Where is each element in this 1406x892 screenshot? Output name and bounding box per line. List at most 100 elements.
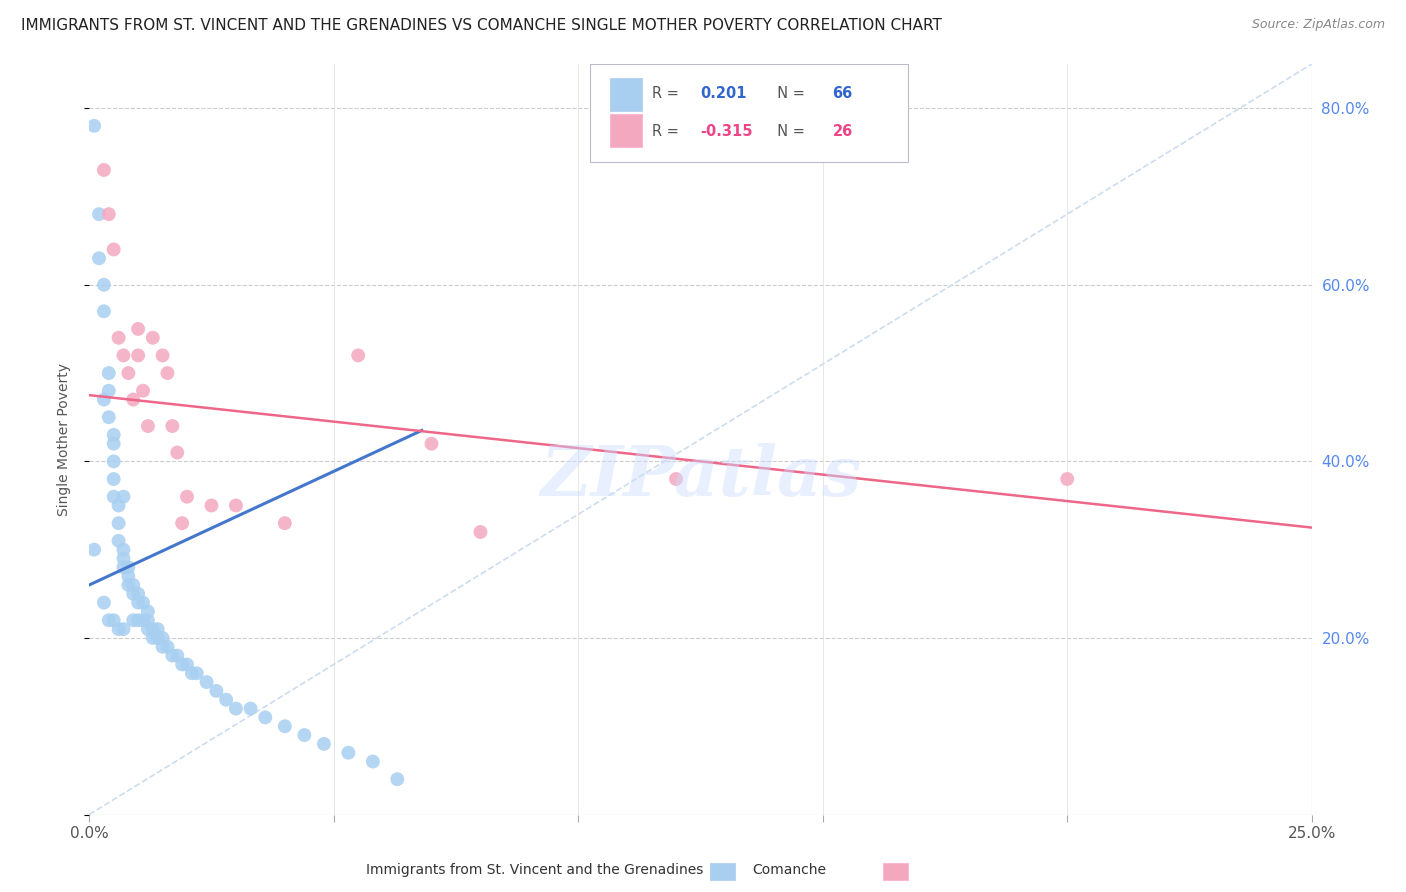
Point [1056,472,1078,486]
Text: Comanche: Comanche [752,863,827,877]
Point [172,657,194,672]
Point [93,277,115,292]
Point [274,516,297,531]
Point [146,631,169,645]
Point [107,331,129,345]
Point [103,428,125,442]
Text: IMMIGRANTS FROM ST. VINCENT AND THE GRENADINES VS COMANCHE SINGLE MOTHER POVERTY: IMMIGRANTS FROM ST. VINCENT AND THE GREN… [21,18,942,33]
Point [112,622,135,636]
FancyBboxPatch shape [610,78,641,111]
Point [117,569,139,583]
Point [87,207,110,221]
Point [93,596,115,610]
Text: N =: N = [768,87,810,102]
Y-axis label: Single Mother Poverty: Single Mother Poverty [58,363,72,516]
Point [162,648,184,663]
Point [93,304,115,318]
Point [142,631,165,645]
Text: 26: 26 [832,123,852,138]
Point [420,436,443,450]
Point [107,499,129,513]
Point [83,119,105,133]
Point [156,640,179,654]
Point [146,622,169,636]
Point [127,596,149,610]
Point [312,737,335,751]
FancyBboxPatch shape [610,114,641,147]
Point [117,578,139,592]
Point [361,755,384,769]
Point [97,384,120,398]
Text: Source: ZipAtlas.com: Source: ZipAtlas.com [1251,18,1385,31]
Point [215,692,238,706]
Point [347,348,370,362]
Point [132,384,155,398]
Point [112,490,135,504]
Point [166,445,188,459]
Text: N =: N = [768,123,810,138]
Point [87,252,110,266]
Point [136,622,159,636]
Point [122,587,145,601]
Point [107,622,129,636]
Point [132,596,155,610]
Text: ZIPatlas: ZIPatlas [540,443,860,510]
Point [122,578,145,592]
Point [103,472,125,486]
Text: 66: 66 [832,87,852,102]
Point [176,490,198,504]
Point [136,604,159,618]
Point [152,348,174,362]
Point [205,684,228,698]
FancyBboxPatch shape [591,64,908,161]
Point [107,516,129,531]
Point [103,454,125,468]
Point [122,613,145,627]
Point [97,207,120,221]
Point [172,516,194,531]
Point [665,472,688,486]
Point [152,640,174,654]
Point [162,419,184,434]
Point [117,366,139,380]
Point [181,666,204,681]
Point [225,499,247,513]
Point [292,728,315,742]
Point [142,622,165,636]
Point [97,366,120,380]
Text: -0.315: -0.315 [700,123,754,138]
Point [93,392,115,407]
Point [239,701,262,715]
Point [103,243,125,257]
Point [103,436,125,450]
Point [117,560,139,574]
Point [93,163,115,178]
Point [152,631,174,645]
Point [103,613,125,627]
Point [136,613,159,627]
Text: 0.201: 0.201 [700,87,747,102]
Point [337,746,360,760]
Point [132,613,155,627]
Point [127,587,149,601]
Point [470,524,492,539]
Point [156,366,179,380]
Point [254,710,277,724]
Point [166,648,188,663]
Text: R =: R = [651,87,683,102]
Point [127,322,149,336]
Text: R =: R = [651,123,683,138]
Point [103,490,125,504]
Point [176,657,198,672]
Point [127,348,149,362]
Point [97,613,120,627]
Point [112,551,135,566]
Point [112,560,135,574]
Point [195,675,218,690]
Point [186,666,208,681]
Point [112,542,135,557]
Point [142,331,165,345]
Point [136,419,159,434]
Text: Immigrants from St. Vincent and the Grenadines: Immigrants from St. Vincent and the Gren… [366,863,703,877]
Point [112,348,135,362]
